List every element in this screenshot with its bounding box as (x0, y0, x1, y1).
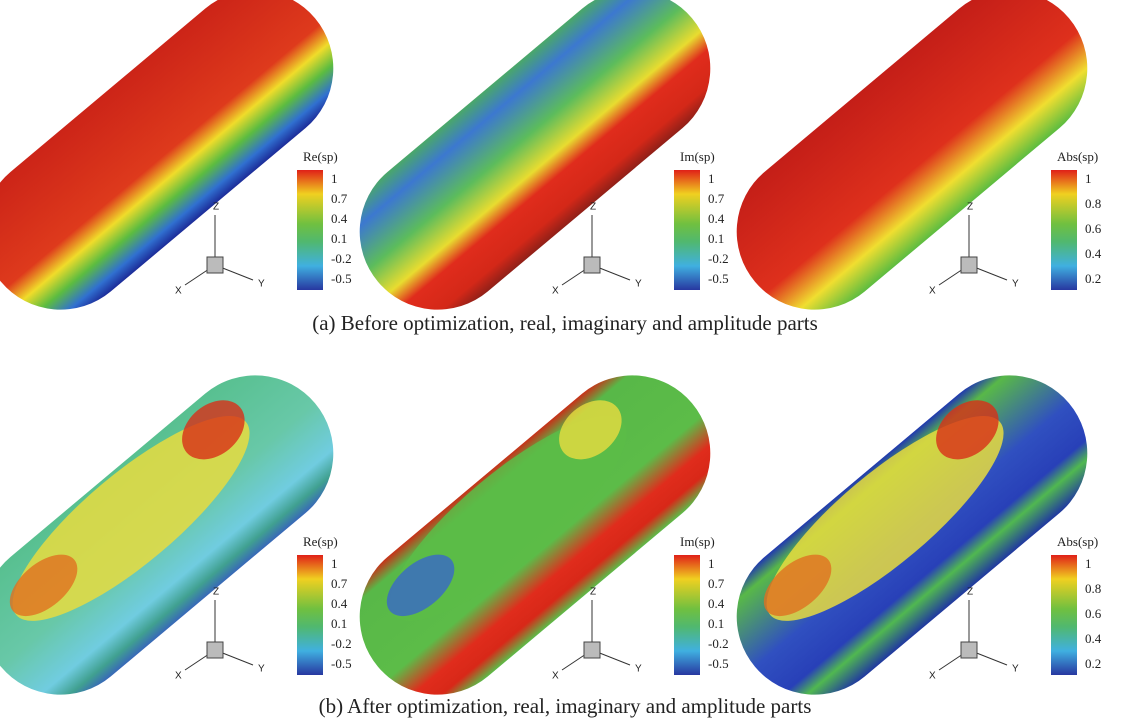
colorbar-label: -0.2 (708, 636, 729, 651)
panel: Im(sp) 1 0.7 0.4 0.1 -0.2 -0.5 Z Y X (328, 343, 742, 722)
colorbar-label: 0.1 (708, 231, 724, 246)
colorbar-label: 1 (708, 556, 715, 571)
axis-cube (961, 642, 977, 658)
axis-cube (207, 257, 223, 273)
axis-label: Z (213, 202, 219, 213)
axis-label: X (552, 286, 559, 297)
colorbar-label: 1 (331, 171, 338, 186)
legend-title: Re(sp) (303, 534, 338, 549)
axis-label: X (552, 671, 559, 682)
axis-label: X (175, 286, 182, 297)
colorbar-label: 0.4 (1085, 631, 1102, 646)
colorbar-label: 0.7 (331, 576, 348, 591)
axis-cube (584, 257, 600, 273)
colorbar-label: -0.5 (708, 656, 729, 671)
colorbar-label: 1 (1085, 556, 1092, 571)
colorbar-label: 1 (1085, 171, 1092, 186)
panel: Abs(sp) 1 0.8 0.6 0.4 0.2 Z Y X (705, 0, 1119, 342)
colorbar-label: -0.5 (331, 656, 352, 671)
colorbar (1051, 170, 1077, 290)
colorbar-label: 0.4 (331, 211, 348, 226)
colorbar-label: 0.2 (1085, 271, 1101, 286)
colorbar-label: 0.6 (1085, 606, 1102, 621)
axis-label: Z (590, 587, 596, 598)
legend-title: Im(sp) (680, 534, 715, 549)
axis-label: Z (590, 202, 596, 213)
colorbar-label: 0.7 (708, 191, 725, 206)
colorbar-label: 0.6 (1085, 221, 1102, 236)
colorbar-label: -0.5 (331, 271, 352, 286)
colorbar (674, 555, 700, 675)
colorbar-label: 0.4 (708, 211, 725, 226)
axis-label: Y (258, 664, 265, 675)
axis-label: X (175, 671, 182, 682)
panel: Abs(sp) 1 0.8 0.6 0.4 0.2 Z Y X (705, 343, 1119, 722)
colorbar-label: 0.7 (331, 191, 348, 206)
caption: (b) After optimization, real, imaginary … (319, 694, 812, 718)
colorbar-label: 0.8 (1085, 581, 1101, 596)
legend-title: Im(sp) (680, 149, 715, 164)
colorbar-label: -0.5 (708, 271, 729, 286)
colorbar (1051, 555, 1077, 675)
colorbar-label: 0.7 (708, 576, 725, 591)
colorbar-label: 0.1 (331, 616, 347, 631)
axis-label: X (929, 286, 936, 297)
page: {"rows": [ {"caption": "(a) Before optim… (0, 0, 1131, 722)
axis-cube (961, 257, 977, 273)
panel: Re(sp) 1 0.7 0.4 0.1 -0.2 -0.5 Z Y X (0, 0, 365, 342)
axis-label: Y (635, 279, 642, 290)
legend-title: Abs(sp) (1057, 149, 1098, 164)
colorbar-label: -0.2 (331, 636, 352, 651)
colorbar-label: 0.1 (331, 231, 347, 246)
axis-label: Y (1012, 664, 1019, 675)
colorbar-label: -0.2 (331, 251, 352, 266)
colorbar (297, 170, 323, 290)
figure: Re(sp) 1 0.7 0.4 0.1 -0.2 -0.5 Z Y X Im(sp) 1 0.7 0.4… (0, 0, 1131, 722)
axis-cube (584, 642, 600, 658)
colorbar-label: 0.8 (1085, 196, 1101, 211)
axis-label: Z (213, 587, 219, 598)
panel: Re(sp) 1 0.7 0.4 0.1 -0.2 -0.5 Z Y X (0, 343, 365, 722)
caption: (a) Before optimization, real, imaginary… (312, 311, 818, 335)
colorbar-label: 0.2 (1085, 656, 1101, 671)
axis-label: X (929, 671, 936, 682)
colorbar-label: 0.4 (331, 596, 348, 611)
colorbar-label: -0.2 (708, 251, 729, 266)
colorbar (674, 170, 700, 290)
axis-label: Y (258, 279, 265, 290)
axis-cube (207, 642, 223, 658)
legend-title: Abs(sp) (1057, 534, 1098, 549)
colorbar (297, 555, 323, 675)
colorbar-label: 1 (331, 556, 338, 571)
colorbar-label: 0.1 (708, 616, 724, 631)
axis-label: Y (1012, 279, 1019, 290)
axis-label: Y (635, 664, 642, 675)
legend-title: Re(sp) (303, 149, 338, 164)
colorbar-label: 1 (708, 171, 715, 186)
colorbar-label: 0.4 (708, 596, 725, 611)
axis-label: Z (967, 202, 973, 213)
colorbar-label: 0.4 (1085, 246, 1102, 261)
axis-label: Z (967, 587, 973, 598)
panel: Im(sp) 1 0.7 0.4 0.1 -0.2 -0.5 Z Y X (328, 0, 742, 342)
